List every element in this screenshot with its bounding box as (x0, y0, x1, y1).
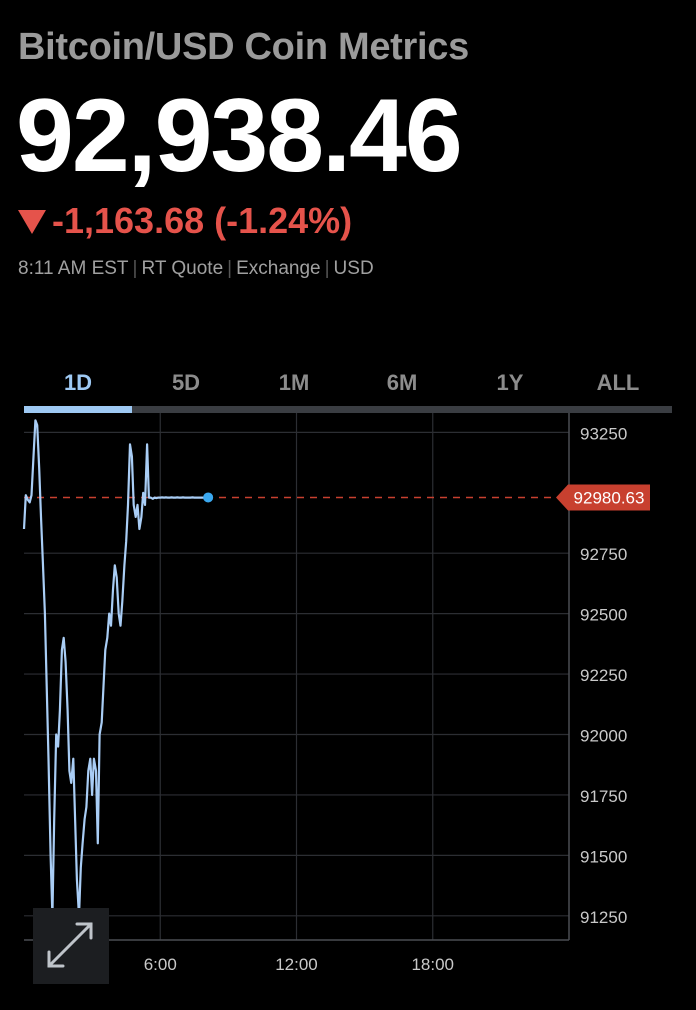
tab-track (24, 406, 672, 413)
tab-1y[interactable]: 1Y (496, 370, 524, 395)
x-tick-label: 12:00 (275, 955, 318, 974)
tab-5d[interactable]: 5D (171, 370, 201, 395)
y-tick-label: 93250 (580, 424, 627, 443)
y-tick-label: 92500 (580, 606, 627, 625)
quote-currency: USD (333, 258, 374, 279)
expand-icon (47, 922, 93, 968)
down-triangle-icon (18, 210, 46, 234)
current-point (203, 492, 214, 503)
price-change: -1,163.68 (-1.24%) (18, 200, 352, 242)
active-tab-indicator (24, 406, 132, 413)
y-tick-label: 91250 (580, 908, 627, 927)
tab-1m[interactable]: 1M (278, 370, 310, 395)
quote-time: 8:11 AM EST (18, 258, 129, 279)
current-price: 92,938.46 (16, 78, 463, 194)
range-tabs: 1D 5D 1M 6M 1Y ALL (24, 362, 672, 412)
current-price-label: 92980.63 (574, 488, 645, 507)
y-tick-label: 91500 (580, 847, 627, 866)
y-tick-label: 92750 (580, 545, 627, 564)
y-tick-label: 92000 (580, 727, 627, 746)
tab-6m[interactable]: 6M (386, 370, 418, 395)
expand-button[interactable] (33, 908, 109, 984)
price-chart: 93250 92750 92500 92250 92000 91750 91500 91250… (22, 413, 650, 974)
current-price-tag (556, 484, 650, 511)
price-line (22, 419, 209, 917)
y-tick-label: 92250 (580, 666, 627, 685)
x-tick-label: 18:00 (411, 955, 454, 974)
tab-1d[interactable]: 1D (63, 370, 93, 395)
quote-type: RT Quote (141, 258, 224, 279)
y-tick-label: 91750 (580, 787, 627, 806)
x-tick-label: 6:00 (144, 955, 177, 974)
quote-source: Exchange (236, 258, 321, 279)
tab-all[interactable]: ALL (596, 370, 640, 395)
quote-meta: 8:11 AM EST | RT Quote | Exchange | USD (18, 258, 374, 279)
page-title: Bitcoin/USD Coin Metrics (18, 26, 469, 68)
price-change-text: -1,163.68 (-1.24%) (52, 200, 353, 241)
